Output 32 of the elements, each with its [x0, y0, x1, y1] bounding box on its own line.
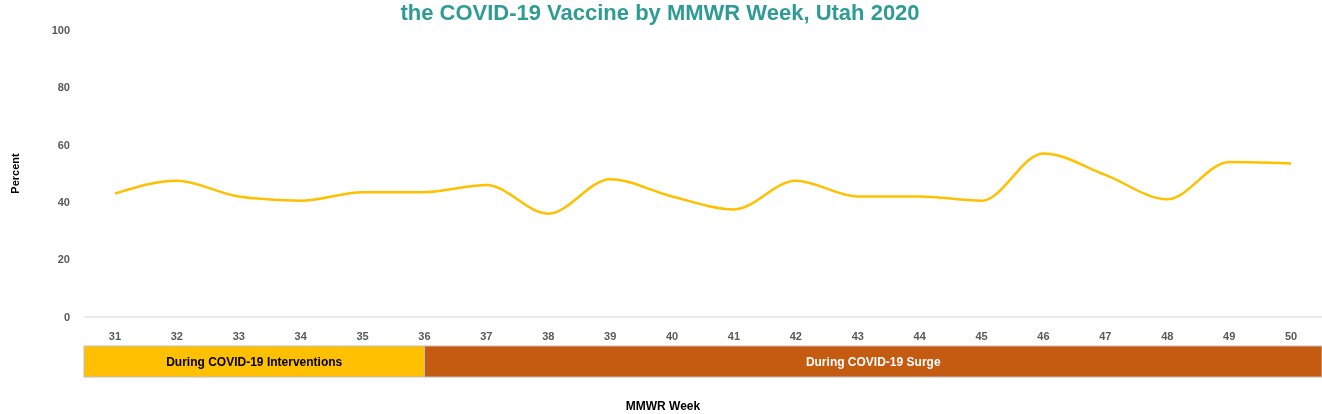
- x-tick-label: 46: [1037, 330, 1050, 342]
- x-tick-label: 32: [170, 330, 183, 342]
- x-axis-title: MMWR Week: [625, 399, 701, 413]
- x-tick-label: 31: [108, 330, 122, 342]
- text: During COVID-19 Interventions: [166, 355, 343, 370]
- y-axis-title: Percent: [9, 152, 21, 194]
- line-series: [113, 152, 1293, 215]
- y-tick-label: 40: [57, 196, 70, 209]
- y-tick-label: 80: [57, 81, 70, 94]
- x-tick-label: 38: [542, 330, 555, 342]
- text: During COVID-19 Surge: [805, 355, 941, 370]
- x-tick-label: 43: [851, 330, 864, 342]
- chart-title: the COVID-19 Vaccine by MMWR Week, Utah 2020: [400, 0, 920, 25]
- x-tick-label: 45: [975, 330, 988, 342]
- x-tick-label: 49: [1223, 330, 1236, 342]
- y-tick-label: 60: [57, 138, 70, 151]
- x-tick-label: 42: [789, 330, 802, 342]
- x-tick-label: 39: [604, 330, 617, 342]
- x-tick-label: 50: [1284, 330, 1298, 342]
- x-tick-label: 40: [665, 330, 679, 342]
- x-tick-label: 37: [480, 330, 493, 342]
- y-tick-label: 100: [51, 23, 70, 36]
- x-tick-label: 34: [294, 330, 308, 342]
- y-tick-label: 20: [57, 253, 70, 266]
- x-tick-label: 41: [727, 330, 741, 342]
- x-tick-label: 47: [1099, 330, 1112, 342]
- y-tick-label: 0: [63, 310, 70, 323]
- x-tick-label: 36: [418, 330, 431, 342]
- x-tick-label: 35: [356, 330, 369, 342]
- x-tick-label: 48: [1161, 330, 1174, 342]
- x-tick-label: 33: [232, 330, 245, 342]
- x-tick-label: 44: [913, 330, 927, 342]
